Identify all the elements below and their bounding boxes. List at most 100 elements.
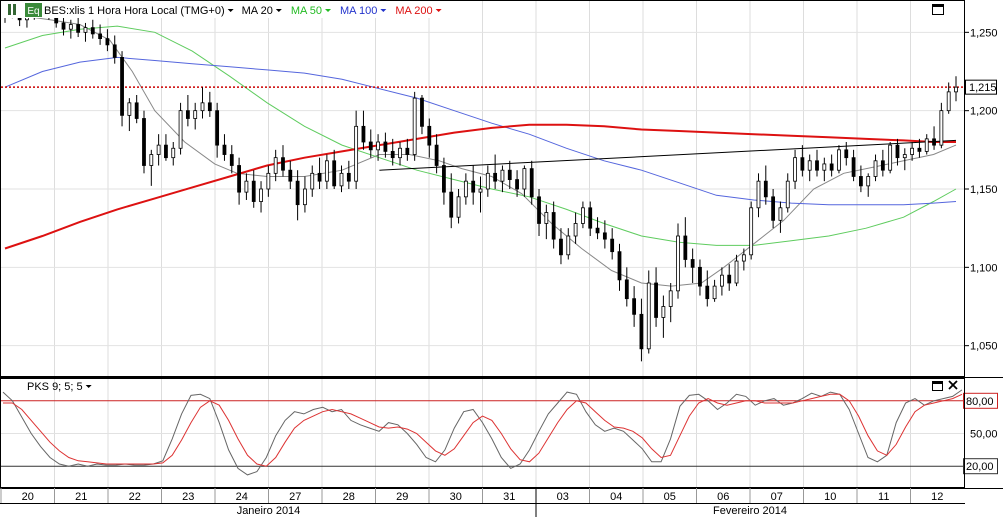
candle-body — [105, 38, 110, 46]
header-legend: Eq BES:xlis 1 Hora Hora Local (TMG+0) MA… — [1, 1, 452, 18]
candle-body — [449, 191, 454, 218]
chart-type-icon[interactable] — [8, 4, 11, 15]
candle-body — [229, 154, 234, 166]
moving-average-line — [4, 25, 957, 246]
oscillator-level-label: 20,00 — [966, 461, 994, 473]
candle-body — [639, 313, 644, 350]
candle-body — [266, 172, 271, 190]
candle — [602, 220, 607, 249]
candle-body — [946, 91, 951, 112]
candle — [917, 138, 922, 158]
indicator-label[interactable]: MA 20 — [242, 5, 273, 17]
candle — [866, 173, 871, 197]
candle-body — [317, 172, 322, 182]
indicator-label[interactable]: MA 100 — [340, 5, 377, 17]
price-panel-frame — [0, 0, 965, 377]
candle — [442, 157, 446, 205]
candle — [932, 126, 936, 150]
candle-body — [851, 157, 856, 177]
candle-body — [800, 157, 805, 171]
candle — [851, 149, 856, 182]
candle-body — [149, 154, 154, 166]
candle — [229, 145, 234, 174]
candle — [661, 295, 666, 338]
candle-body — [478, 188, 483, 193]
candle-body — [383, 141, 388, 152]
candle-body — [529, 168, 534, 198]
trendline[interactable] — [379, 139, 957, 171]
dropdown-arrow-icon[interactable] — [380, 9, 387, 12]
candle-body — [412, 97, 417, 155]
candle-body — [303, 188, 307, 206]
candle — [171, 142, 176, 166]
candle-body — [668, 290, 673, 307]
oscillator-axis: 80,00 50,00 20,00 — [963, 392, 998, 475]
dropdown-arrow-icon[interactable] — [325, 9, 332, 12]
moving-averages — [4, 13, 957, 287]
dropdown-arrow-icon[interactable] — [275, 9, 282, 12]
candle-body — [295, 180, 300, 206]
oscillator-panel-frame — [0, 378, 965, 488]
candle — [456, 189, 461, 224]
candle — [244, 173, 249, 200]
candle — [654, 267, 658, 327]
indicator-label[interactable]: MA 200 — [395, 5, 432, 17]
candle-body — [785, 180, 790, 209]
candle — [705, 270, 710, 307]
candle-body — [310, 172, 315, 190]
candle-body — [427, 125, 432, 146]
dropdown-arrow-icon[interactable] — [435, 9, 442, 12]
oscillator-label[interactable]: PKS 9; 5; 5 — [27, 381, 83, 393]
indicator-legend: MA 20 MA 50 MA 100 MA 200 — [227, 5, 442, 17]
candle-body — [76, 24, 81, 33]
day-tick-label: 24 — [236, 491, 248, 503]
dropdown-arrow-icon[interactable] — [227, 9, 234, 12]
candle — [610, 228, 615, 260]
candle-body — [595, 227, 600, 234]
candle — [793, 149, 797, 189]
candle-body — [98, 33, 102, 40]
candle — [471, 165, 476, 205]
candle-body — [83, 27, 88, 33]
candle-body — [939, 110, 944, 146]
candle-body — [829, 163, 834, 171]
candle — [902, 148, 907, 171]
last-price-box — [965, 79, 997, 95]
price-axis: 1,250 1,200 1,150 1,100 1,050 1,215 — [964, 27, 998, 353]
maximize-price-panel-icon[interactable] — [932, 4, 944, 15]
symbol-label[interactable]: BES:xlis 1 Hora Hora Local (TMG+0) — [44, 5, 225, 17]
candle-body — [895, 144, 900, 159]
header-backdrop — [1, 1, 452, 18]
candle — [200, 87, 205, 119]
candle — [361, 110, 366, 150]
day-tick-label: 27 — [289, 491, 301, 503]
candle — [807, 154, 812, 182]
candle — [463, 173, 468, 205]
oscillator-axis-label: 50,00 — [970, 429, 998, 441]
candle — [537, 189, 541, 236]
candle — [873, 154, 878, 182]
candle — [259, 181, 263, 213]
day-tick-label: 06 — [717, 491, 729, 503]
price-axis-label: 1,250 — [970, 27, 998, 39]
close-oscillator-icon[interactable] — [948, 380, 958, 390]
candle — [434, 134, 439, 174]
price-axis-label: 1,150 — [970, 184, 998, 196]
oscillator-level-box — [963, 392, 998, 409]
day-tick-label: 12 — [931, 491, 943, 503]
oscillator-dropdown-icon[interactable] — [85, 385, 92, 388]
maximize-oscillator-icon[interactable] — [932, 381, 943, 391]
candle-body — [463, 180, 468, 198]
candle-body — [624, 279, 629, 300]
candle — [763, 165, 768, 205]
candle-body — [142, 118, 146, 166]
indicator-label[interactable]: MA 50 — [291, 5, 322, 17]
candle-body — [244, 180, 249, 193]
candle — [251, 170, 256, 208]
oscillator-grid — [1, 379, 964, 488]
month-label: Fevereiro 2014 — [713, 505, 787, 517]
candle — [639, 298, 644, 362]
candle — [698, 259, 702, 296]
